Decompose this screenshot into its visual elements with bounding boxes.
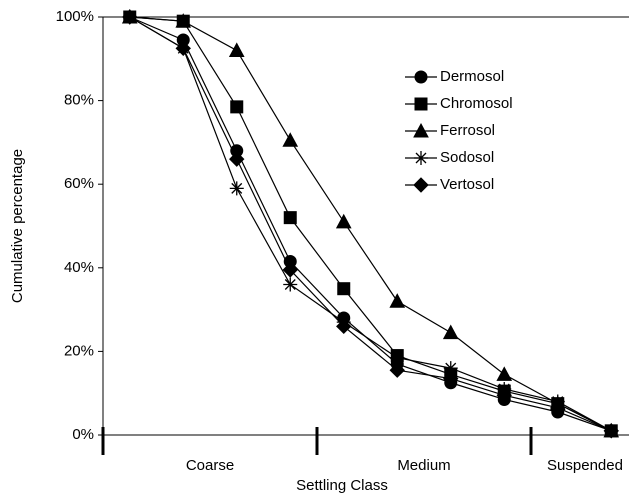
- marker: [283, 211, 297, 225]
- marker: [389, 293, 406, 308]
- series-line: [129, 16, 612, 432]
- series-line: [129, 16, 612, 432]
- marker: [175, 13, 192, 28]
- legend-label: Dermosol: [440, 68, 504, 85]
- marker: [603, 423, 619, 439]
- series-line: [129, 16, 612, 432]
- marker: [336, 318, 352, 335]
- marker: [282, 132, 299, 147]
- group-label: Suspended: [547, 457, 623, 474]
- marker: [550, 400, 566, 416]
- legend-label: Vertosol: [440, 176, 494, 193]
- y-tick-label: 100%: [56, 8, 94, 25]
- y-tick-label: 20%: [64, 342, 94, 359]
- marker: [122, 9, 138, 25]
- legend-item: Vertosol: [405, 176, 494, 193]
- marker: [414, 70, 428, 84]
- marker: [283, 277, 298, 292]
- marker: [496, 387, 512, 403]
- legend-label: Sodosol: [440, 149, 494, 166]
- marker: [443, 370, 459, 387]
- marker: [413, 122, 429, 138]
- legend-item: Chromosol: [405, 95, 513, 112]
- marker: [175, 40, 191, 57]
- legend-item: Dermosol: [405, 68, 504, 85]
- marker: [229, 151, 245, 167]
- legend-label: Chromosol: [440, 95, 513, 112]
- marker: [413, 177, 429, 193]
- marker: [442, 324, 459, 340]
- x-axis-title: Settling Class: [296, 477, 388, 494]
- legend-item: Ferrosol: [405, 122, 495, 139]
- marker: [335, 213, 352, 229]
- marker: [337, 282, 351, 296]
- marker: [230, 100, 244, 114]
- marker: [390, 350, 405, 365]
- marker: [414, 151, 428, 165]
- y-tick-label: 40%: [64, 259, 94, 276]
- group-label: Coarse: [186, 457, 234, 474]
- marker: [229, 181, 244, 196]
- marker: [496, 366, 513, 381]
- marker: [389, 362, 405, 378]
- group-label: Medium: [397, 457, 450, 474]
- y-tick-label: 80%: [64, 92, 94, 109]
- marker: [282, 262, 298, 278]
- marker: [228, 42, 245, 57]
- y-axis-title: Cumulative percentage: [9, 149, 26, 303]
- marker: [414, 97, 428, 111]
- legend-label: Ferrosol: [440, 122, 495, 139]
- y-tick-label: 60%: [64, 175, 94, 192]
- series-line: [129, 16, 612, 432]
- y-tick-label: 0%: [72, 426, 94, 443]
- legend-item: Sodosol: [405, 149, 494, 166]
- marker: [443, 361, 458, 376]
- series-line: [129, 16, 612, 432]
